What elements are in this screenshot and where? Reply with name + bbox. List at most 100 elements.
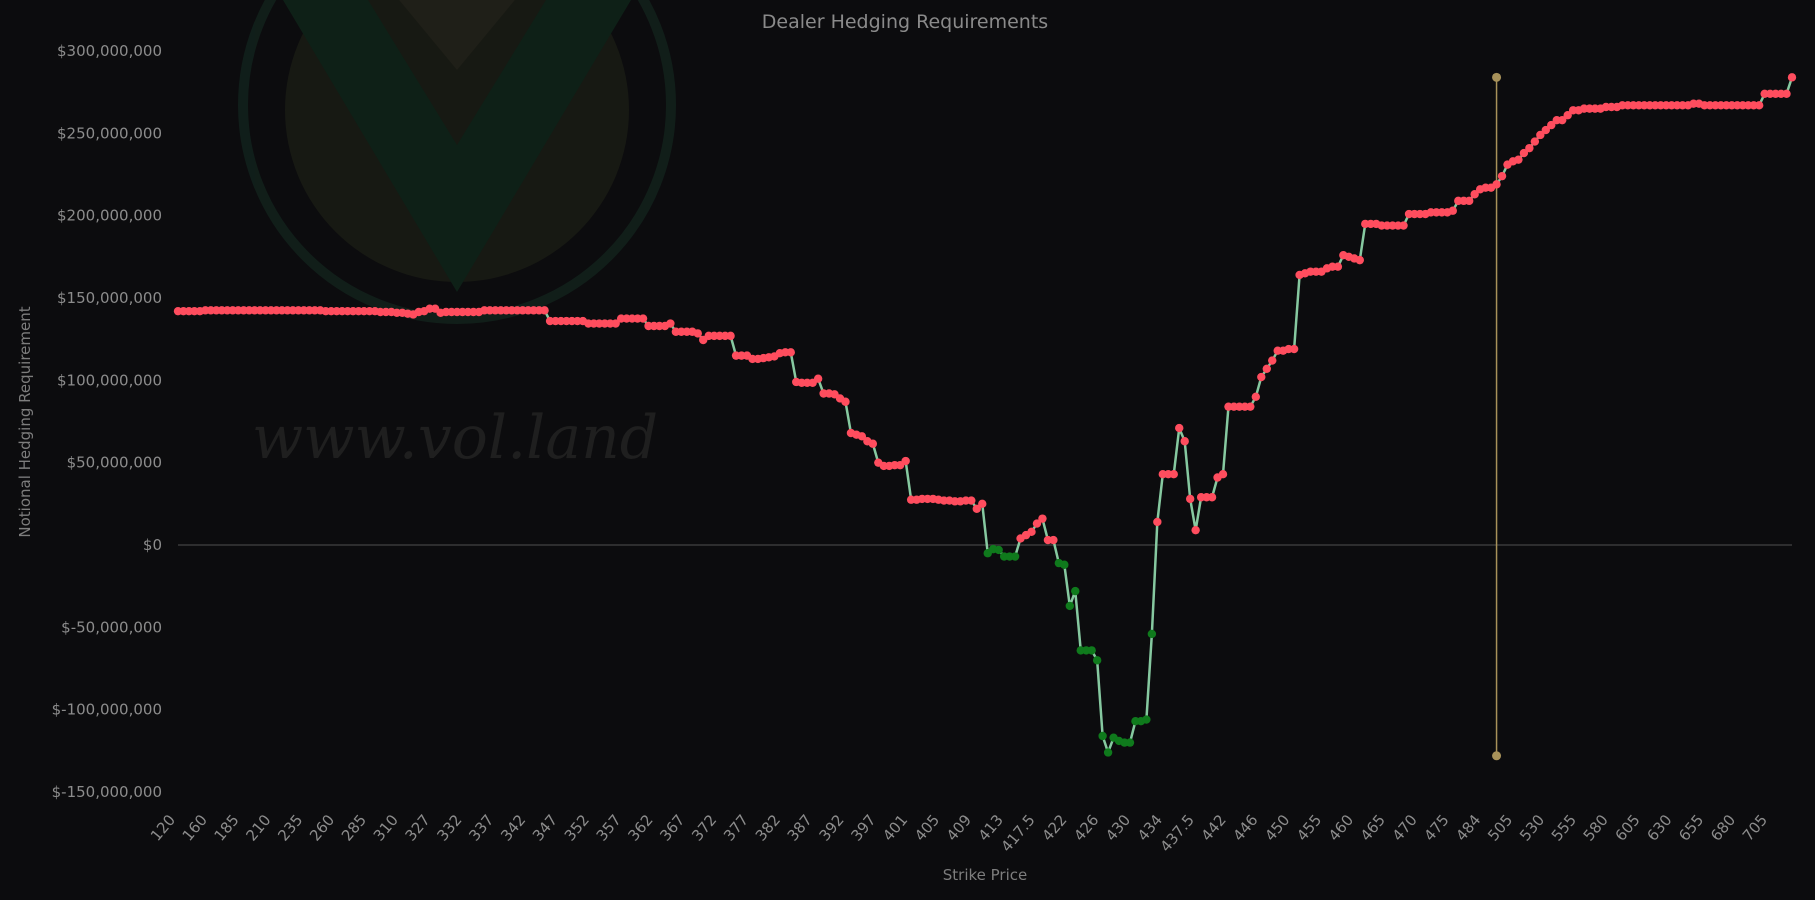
x-tick-label: 401 — [879, 811, 911, 845]
data-point[interactable] — [813, 374, 823, 383]
x-tick-label: 367 — [656, 811, 688, 845]
data-point[interactable] — [1257, 372, 1266, 382]
data-point[interactable] — [978, 499, 987, 509]
data-point[interactable] — [1180, 437, 1189, 446]
y-tick-label: $250,000,000 — [57, 124, 162, 142]
x-tick-label: 555 — [1548, 811, 1580, 845]
data-point[interactable] — [1065, 601, 1075, 611]
data-point[interactable] — [1289, 344, 1299, 354]
x-tick-label: 235 — [274, 811, 306, 845]
data-point[interactable] — [1185, 494, 1195, 504]
data-point[interactable] — [1268, 356, 1277, 365]
data-point[interactable] — [1536, 130, 1545, 140]
data-point[interactable] — [1547, 120, 1556, 130]
data-point[interactable] — [1492, 180, 1501, 189]
data-point[interactable] — [666, 319, 675, 328]
data-point[interactable] — [1147, 629, 1157, 639]
watermark-outer-ring — [238, 0, 676, 324]
data-point[interactable] — [994, 545, 1003, 555]
series-points — [173, 73, 1797, 757]
x-tick-label: 422 — [1038, 811, 1070, 845]
data-point[interactable] — [1525, 143, 1534, 153]
x-tick-label: 357 — [593, 811, 625, 845]
data-point[interactable] — [1470, 190, 1479, 199]
chart-title: Dealer Hedging Requirements — [762, 11, 1048, 33]
x-tick-label: 160 — [179, 811, 211, 845]
x-tick-label: 347 — [529, 811, 561, 845]
data-point[interactable] — [786, 348, 795, 357]
data-point[interactable] — [1787, 73, 1797, 82]
x-tick-label: 210 — [242, 811, 274, 845]
data-point[interactable] — [1541, 125, 1551, 135]
x-tick-label: 285 — [338, 811, 370, 845]
data-point[interactable] — [540, 306, 549, 315]
data-point[interactable] — [1333, 262, 1343, 271]
x-tick-label: 352 — [561, 811, 593, 845]
data-point[interactable] — [1399, 221, 1408, 230]
data-point[interactable] — [1103, 748, 1113, 757]
spot-price-marker[interactable] — [1492, 72, 1502, 761]
data-point[interactable] — [1087, 646, 1096, 655]
data-point[interactable] — [972, 504, 981, 513]
data-point[interactable] — [1027, 527, 1036, 537]
x-tick-label: 417.5 — [997, 811, 1038, 855]
data-point[interactable] — [638, 314, 648, 323]
data-point[interactable] — [1519, 148, 1529, 158]
data-point[interactable] — [1207, 493, 1217, 502]
data-point[interactable] — [1175, 423, 1184, 433]
data-point[interactable] — [1142, 715, 1151, 724]
data-point[interactable] — [693, 329, 702, 338]
data-point[interactable] — [1038, 514, 1047, 523]
data-point[interactable] — [1060, 560, 1069, 569]
x-tick-label: 580 — [1580, 811, 1612, 845]
x-tick-label: 260 — [306, 811, 338, 845]
y-axis-title: Notional Hedging Requirement — [16, 306, 34, 537]
data-point[interactable] — [967, 496, 976, 505]
watermark-text: www.vol.land — [252, 403, 658, 473]
x-tick-label: 310 — [370, 811, 402, 845]
data-point[interactable] — [1010, 552, 1020, 561]
x-tick-label: 460 — [1325, 811, 1357, 845]
data-point[interactable] — [1098, 731, 1107, 741]
data-point[interactable] — [1191, 525, 1200, 535]
data-point[interactable] — [611, 319, 620, 328]
data-point[interactable] — [1497, 171, 1507, 181]
data-point[interactable] — [1355, 255, 1364, 265]
spot-marker-bottom-handle[interactable] — [1492, 751, 1502, 761]
data-point[interactable] — [841, 397, 850, 406]
data-point[interactable] — [1169, 469, 1178, 479]
data-point[interactable] — [1251, 392, 1261, 401]
data-point[interactable] — [857, 432, 867, 441]
x-tick-label: 327 — [402, 811, 434, 845]
data-point[interactable] — [1530, 137, 1540, 146]
data-point[interactable] — [1246, 402, 1255, 411]
data-point[interactable] — [1125, 738, 1135, 747]
data-point[interactable] — [1448, 206, 1457, 215]
data-point[interactable] — [901, 456, 910, 466]
x-tick-label: 405 — [911, 811, 943, 845]
data-point[interactable] — [1558, 115, 1567, 125]
y-tick-label: $-100,000,000 — [52, 701, 162, 719]
data-point[interactable] — [1563, 111, 1572, 120]
y-tick-label: $0 — [143, 536, 162, 554]
data-point[interactable] — [1782, 89, 1791, 99]
data-point[interactable] — [1092, 656, 1102, 665]
data-point[interactable] — [1514, 155, 1523, 164]
data-point[interactable] — [1032, 519, 1042, 528]
data-point[interactable] — [1153, 517, 1162, 527]
data-point[interactable] — [1754, 101, 1764, 110]
y-tick-label: $200,000,000 — [57, 207, 162, 225]
data-point[interactable] — [1049, 535, 1058, 545]
data-point[interactable] — [868, 439, 878, 448]
x-tick-label: 630 — [1643, 811, 1675, 845]
spot-marker-top-handle[interactable] — [1492, 72, 1502, 82]
data-point[interactable] — [1071, 586, 1080, 596]
data-point[interactable] — [726, 331, 735, 341]
x-tick-label: 120 — [147, 811, 179, 845]
data-point[interactable] — [1218, 469, 1228, 479]
data-point[interactable] — [1262, 364, 1271, 374]
x-tick-label: 397 — [847, 811, 879, 845]
x-tick-label: 426 — [1070, 811, 1102, 845]
x-tick-label: 372 — [688, 811, 720, 845]
data-point[interactable] — [1465, 196, 1474, 206]
